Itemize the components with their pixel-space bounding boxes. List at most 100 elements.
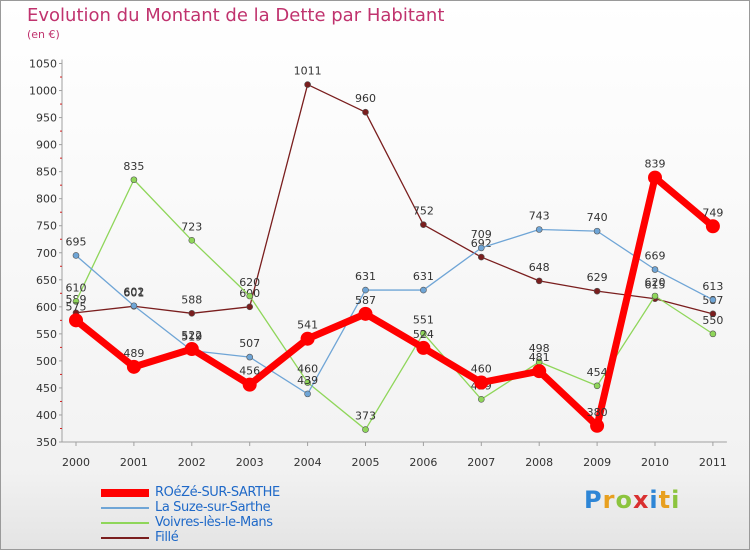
data-label: 588 xyxy=(181,293,202,306)
series-line xyxy=(75,228,714,395)
data-point xyxy=(590,418,605,433)
data-point xyxy=(535,277,543,285)
data-label: 550 xyxy=(702,314,723,327)
chart-subtitle: (en €) xyxy=(27,28,60,41)
data-point xyxy=(358,306,373,321)
data-point xyxy=(130,176,138,184)
data-label: 489 xyxy=(123,347,144,360)
data-point xyxy=(420,286,427,294)
legend-label: ROéZé-SUR-SARTHE xyxy=(155,485,280,500)
proxiti-logo: Proxiti xyxy=(584,486,681,514)
x-tick-label: 2005 xyxy=(352,456,380,469)
legend-label: Fillé xyxy=(155,530,179,545)
data-point xyxy=(474,375,489,390)
x-tick-label: 2004 xyxy=(294,456,322,469)
data-label: 610 xyxy=(66,281,87,294)
legend-label: Voivres-lès-le-Mans xyxy=(155,515,273,530)
data-label: 749 xyxy=(702,206,723,219)
data-label: 456 xyxy=(239,365,260,378)
x-tick-label: 2007 xyxy=(467,456,495,469)
data-point xyxy=(130,302,138,310)
series-line xyxy=(75,83,714,315)
y-tick-label: 1000 xyxy=(29,85,57,98)
data-label: 709 xyxy=(471,228,492,241)
data-label: 648 xyxy=(529,261,550,274)
data-label: 439 xyxy=(297,374,318,387)
data-point xyxy=(246,303,253,311)
x-tick-label: 2000 xyxy=(62,456,90,469)
legend-label: La Suze-sur-Sarthe xyxy=(155,500,271,515)
data-point xyxy=(72,298,80,305)
data-point xyxy=(188,310,196,317)
data-point xyxy=(648,170,662,185)
data-label: 740 xyxy=(587,211,608,224)
data-label: 551 xyxy=(413,313,434,326)
data-label: 620 xyxy=(645,276,666,289)
legend-swatch xyxy=(101,488,149,497)
legend-swatch xyxy=(101,521,149,524)
data-point xyxy=(300,331,315,346)
data-label: 575 xyxy=(66,300,87,313)
series-line xyxy=(73,174,716,430)
data-point xyxy=(304,390,311,398)
y-tick-label: 600 xyxy=(36,301,57,314)
x-tick-label: 2010 xyxy=(641,456,669,469)
data-point xyxy=(246,292,253,300)
y-tick-label: 550 xyxy=(36,328,57,341)
data-point xyxy=(188,237,196,244)
y-tick-label: 900 xyxy=(36,139,57,152)
data-point xyxy=(651,292,659,300)
x-tick-label: 2006 xyxy=(409,456,437,469)
data-label: 743 xyxy=(529,210,550,223)
data-point xyxy=(362,286,369,294)
data-label: 631 xyxy=(355,270,376,283)
data-point xyxy=(705,219,720,234)
data-point xyxy=(532,364,547,379)
y-tick-label: 800 xyxy=(36,193,57,206)
data-label: 695 xyxy=(66,235,87,248)
y-tick-label: 950 xyxy=(36,112,57,125)
data-point xyxy=(420,221,427,228)
data-label: 602 xyxy=(123,286,144,299)
data-point xyxy=(184,341,199,356)
data-label: 615 xyxy=(645,279,666,292)
data-point xyxy=(593,382,601,390)
data-point xyxy=(709,296,717,304)
data-label: 1011 xyxy=(294,65,322,78)
data-label: 601 xyxy=(123,286,144,299)
data-point xyxy=(416,340,431,355)
x-tick-label: 2011 xyxy=(699,456,727,469)
data-label: 835 xyxy=(123,160,144,173)
data-label: 752 xyxy=(413,205,434,218)
data-label: 839 xyxy=(645,158,666,171)
data-point xyxy=(593,287,601,295)
x-tick-label: 2009 xyxy=(583,456,611,469)
data-label: 498 xyxy=(529,342,550,355)
y-tick-label: 700 xyxy=(36,247,57,260)
x-tick-label: 2001 xyxy=(120,456,148,469)
data-label: 960 xyxy=(355,92,376,105)
x-tick-label: 2003 xyxy=(236,456,264,469)
legend: ROéZé-SUR-SARTHE La Suze-sur-Sarthe Voivre… xyxy=(101,485,280,545)
data-label: 587 xyxy=(355,294,376,307)
data-label: 613 xyxy=(702,280,723,293)
data-point xyxy=(477,244,485,252)
y-tick-label: 400 xyxy=(36,409,57,422)
legend-item: ROéZé-SUR-SARTHE xyxy=(101,485,280,500)
data-label: 380 xyxy=(587,406,608,419)
y-tick-label: 350 xyxy=(36,436,57,449)
legend-swatch xyxy=(101,506,149,509)
data-label: 629 xyxy=(587,271,608,284)
data-point xyxy=(420,330,427,337)
data-point xyxy=(246,353,253,361)
x-tick-label: 2008 xyxy=(525,456,553,469)
y-tick-label: 850 xyxy=(36,166,57,179)
data-label: 620 xyxy=(239,276,260,289)
data-point xyxy=(304,81,311,88)
data-point xyxy=(709,310,717,318)
y-tick-label: 500 xyxy=(36,355,57,368)
data-point xyxy=(593,227,601,235)
data-point xyxy=(709,330,717,338)
data-label: 454 xyxy=(587,366,608,379)
